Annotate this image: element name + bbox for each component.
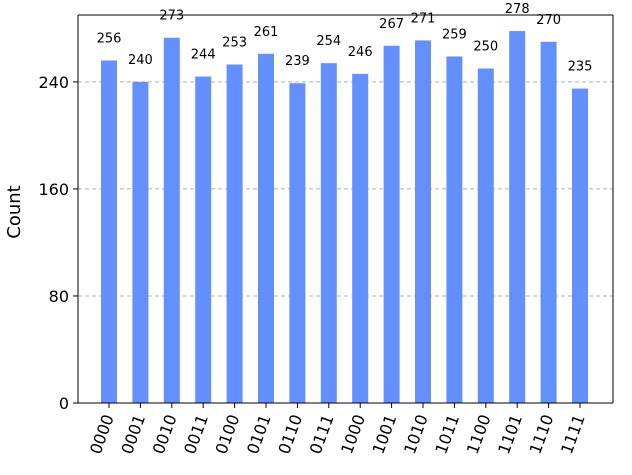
bar-value-label: 273 xyxy=(159,9,184,24)
axes xyxy=(77,14,614,404)
bar-value-label: 267 xyxy=(379,17,404,32)
bar-1011 xyxy=(446,56,463,403)
x-tick-label: 1111 xyxy=(557,412,589,457)
y-axis-ticks: 0 80 160 240 xyxy=(38,73,78,413)
bar-1111 xyxy=(572,88,588,403)
bar-value-label: 259 xyxy=(442,27,467,42)
bar-0101 xyxy=(258,53,274,404)
x-tick-label: 0101 xyxy=(243,412,275,457)
bars xyxy=(101,31,588,404)
bar-value-label: 246 xyxy=(348,45,373,60)
x-tick-label: 1011 xyxy=(431,412,463,457)
bar-value-label: 261 xyxy=(254,25,279,40)
bar-value-labels: 256 240 273 244 253 261 239 254 246 267 271 259 250 2… xyxy=(97,2,593,75)
x-tick-label: 0011 xyxy=(180,412,212,457)
x-tick-label: 0111 xyxy=(306,412,338,457)
bar-1000 xyxy=(352,73,369,404)
x-tick-label: 0110 xyxy=(274,412,306,457)
y-tick-label: 240 xyxy=(38,73,69,92)
bar-0010 xyxy=(163,37,180,404)
x-tick-label: 0100 xyxy=(212,412,244,457)
y-tick-label: 0 xyxy=(59,394,69,413)
x-tick-label: 1001 xyxy=(369,412,401,457)
bar-0100 xyxy=(226,64,243,403)
bar-value-label: 256 xyxy=(97,31,122,46)
x-tick-label: 1010 xyxy=(400,412,432,457)
bar-0000 xyxy=(101,60,117,403)
bar-value-label: 240 xyxy=(128,53,153,68)
y-tick-label: 160 xyxy=(38,180,69,199)
x-tick-label: 1100 xyxy=(463,412,495,457)
bar-value-label: 235 xyxy=(568,60,593,75)
y-axis-title: Count xyxy=(4,185,25,238)
bar-value-label: 239 xyxy=(285,54,310,69)
x-tick-label: 1000 xyxy=(337,412,369,457)
x-axis-ticks: 0000 0001 0010 0011 0100 0101 0110 0111 1000 1001… xyxy=(86,403,589,457)
bar-value-label: 254 xyxy=(316,34,341,49)
bar-0011 xyxy=(195,76,212,403)
bar-0111 xyxy=(320,63,337,403)
y-tick-label: 80 xyxy=(49,287,69,306)
bar-value-label: 278 xyxy=(505,2,530,17)
bar-0110 xyxy=(289,83,306,403)
bar-value-label: 271 xyxy=(411,11,436,26)
x-tick-label: 1110 xyxy=(526,412,558,457)
bar-value-label: 244 xyxy=(191,48,216,63)
bar-1100 xyxy=(477,68,494,403)
bar-1001 xyxy=(383,45,400,404)
bar-1101 xyxy=(509,31,526,403)
x-tick-label: 0001 xyxy=(117,412,149,457)
bar-1110 xyxy=(540,41,557,404)
bar-value-label: 253 xyxy=(222,36,247,51)
bar-value-label: 250 xyxy=(473,40,498,55)
bar-value-label: 270 xyxy=(536,13,561,28)
gridlines xyxy=(78,81,613,297)
x-tick-label: 1101 xyxy=(494,412,526,457)
x-tick-label: 0000 xyxy=(86,412,118,457)
bar-1010 xyxy=(415,40,431,404)
bar-0001 xyxy=(132,81,149,404)
x-tick-label: 0010 xyxy=(149,412,181,457)
